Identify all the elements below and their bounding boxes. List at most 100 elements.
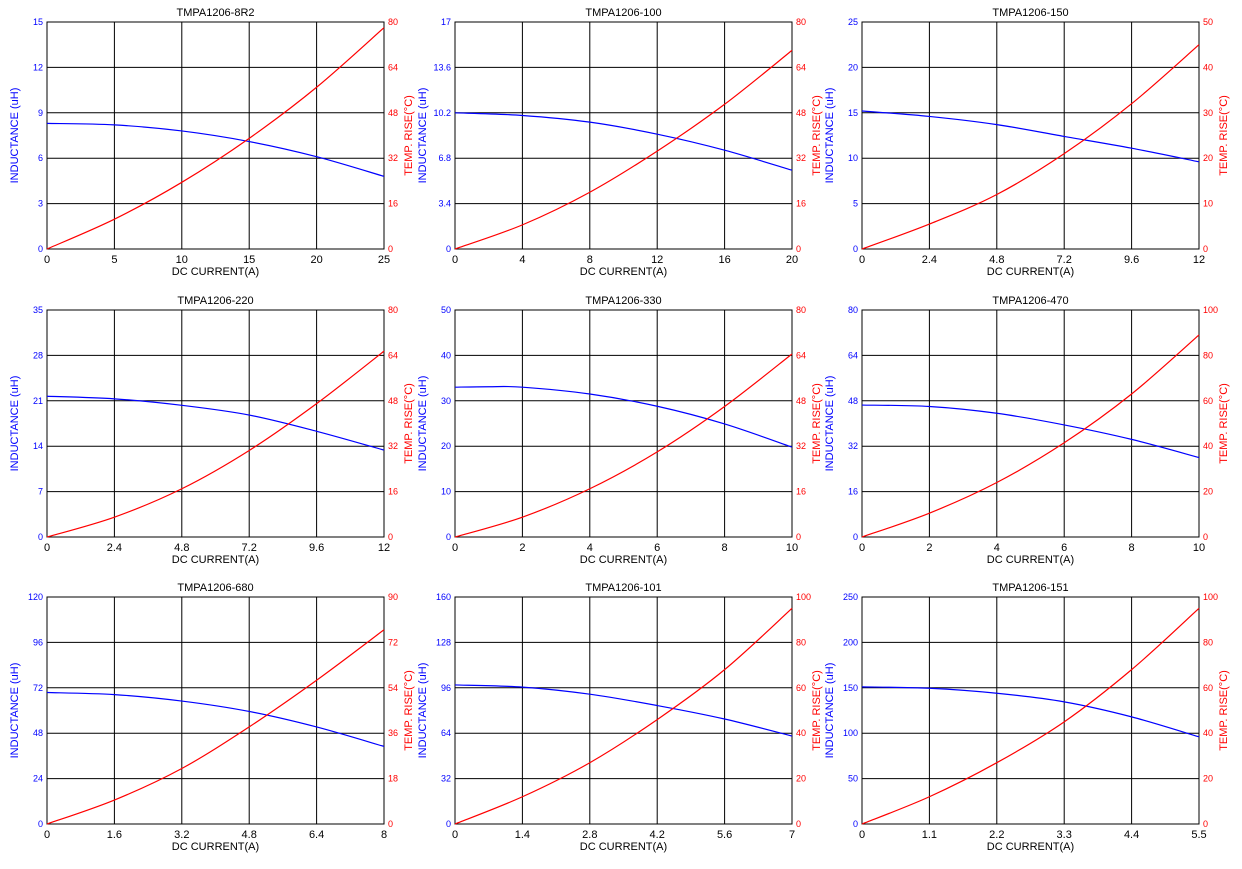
x-tick-label: 6	[654, 542, 660, 554]
y2-tick-label: 40	[1203, 62, 1213, 72]
x-tick-label: 8	[381, 829, 387, 841]
y2-tick-label: 80	[796, 637, 806, 647]
x-tick-label: 4.2	[650, 829, 665, 841]
y2-tick-label: 20	[1203, 487, 1213, 497]
y-tick-label: 20	[848, 62, 858, 72]
y-axis-label: INDUCTANCE (uH)	[417, 376, 429, 472]
y2-tick-label: 80	[1203, 637, 1213, 647]
y2-tick-label: 0	[388, 532, 393, 542]
y2-tick-label: 32	[388, 153, 398, 163]
x-tick-label: 9.6	[309, 542, 324, 554]
chart-panel: TMPA1206-470 0 2 4 6 8 10 DC CURRENT(A) 0 16 32 48 6…	[824, 295, 1230, 566]
x-tick-label: 0	[44, 254, 50, 266]
y2-tick-label: 0	[1203, 819, 1208, 829]
y2-tick-label: 0	[388, 819, 393, 829]
y2-tick-label: 90	[388, 592, 398, 602]
chart-panel: TMPA1206-8R2 0 5 10 15 20 25 DC CURRENT(A) 0 3 6 9 1…	[9, 7, 415, 278]
y-tick-label: 32	[441, 774, 451, 784]
y-tick-label: 64	[848, 350, 858, 360]
y2-tick-label: 48	[796, 108, 806, 118]
x-tick-label: 1.1	[922, 829, 937, 841]
y2-axis-label: TEMP. RISE(°C)	[403, 670, 415, 751]
x-tick-label: 25	[378, 254, 390, 266]
y-tick-label: 48	[33, 728, 43, 738]
x-tick-label: 2	[519, 542, 525, 554]
y2-tick-label: 80	[1203, 350, 1213, 360]
x-tick-label: 12	[378, 542, 390, 554]
chart-title: TMPA1206-151	[992, 582, 1068, 594]
chart-title: TMPA1206-470	[992, 295, 1068, 307]
y2-tick-label: 48	[388, 108, 398, 118]
chart-title: TMPA1206-680	[177, 582, 253, 594]
y-tick-label: 200	[843, 637, 858, 647]
chart-panel: TMPA1206-680 0 1.6 3.2 4.8 6.4 8 DC CURRENT(A) 0…	[9, 582, 415, 853]
chart-title: TMPA1206-101	[585, 582, 661, 594]
y-tick-label: 24	[33, 774, 43, 784]
x-tick-label: 16	[718, 254, 730, 266]
y2-tick-label: 80	[388, 17, 398, 27]
y2-axis-label: TEMP. RISE(°C)	[811, 670, 823, 751]
y-tick-label: 0	[446, 532, 451, 542]
temp-rise-line	[861, 44, 1200, 250]
y-tick-label: 10	[441, 487, 451, 497]
plot-frame	[454, 21, 793, 250]
y2-tick-label: 16	[388, 487, 398, 497]
temp-rise-line	[454, 353, 793, 538]
x-tick-label: 0	[452, 254, 458, 266]
x-tick-label: 0	[859, 829, 865, 841]
y2-tick-label: 30	[1203, 108, 1213, 118]
y-tick-label: 6.8	[438, 153, 451, 163]
y2-axis-label: TEMP. RISE(°C)	[811, 95, 823, 176]
x-tick-label: 5.6	[717, 829, 732, 841]
y-axis-label: INDUCTANCE (uH)	[417, 663, 429, 759]
y2-tick-label: 0	[1203, 244, 1208, 254]
chart-title: TMPA1206-220	[177, 295, 253, 307]
x-tick-label: 3.2	[174, 829, 189, 841]
y-tick-label: 12	[33, 62, 43, 72]
x-tick-label: 4.8	[242, 829, 257, 841]
x-tick-label: 8	[1129, 542, 1135, 554]
y-tick-label: 0	[38, 244, 43, 254]
y-tick-label: 6	[38, 153, 43, 163]
y2-tick-label: 80	[796, 305, 806, 315]
y-tick-label: 28	[33, 350, 43, 360]
y-axis-label: INDUCTANCE (uH)	[9, 663, 21, 759]
y-tick-label: 40	[441, 350, 451, 360]
x-tick-label: 9.6	[1124, 254, 1139, 266]
y-tick-label: 14	[33, 441, 43, 451]
x-tick-label: 5.5	[1191, 829, 1206, 841]
y-axis-label: INDUCTANCE (uH)	[824, 88, 836, 184]
y2-tick-label: 60	[1203, 683, 1213, 693]
y-tick-label: 3.4	[438, 199, 451, 209]
y2-tick-label: 16	[796, 199, 806, 209]
y2-tick-label: 72	[388, 637, 398, 647]
x-tick-label: 10	[176, 254, 188, 266]
y-tick-label: 160	[436, 592, 451, 602]
y2-tick-label: 0	[1203, 532, 1208, 542]
y-tick-label: 10	[848, 153, 858, 163]
inductance-line	[861, 404, 1200, 459]
x-tick-label: 2	[926, 542, 932, 554]
temp-rise-line	[861, 334, 1200, 538]
y2-tick-label: 40	[796, 728, 806, 738]
y2-axis-label: TEMP. RISE(°C)	[1218, 383, 1230, 464]
x-tick-label: 10	[1193, 542, 1205, 554]
y-tick-label: 10.2	[433, 108, 451, 118]
inductance-line	[454, 385, 793, 448]
y2-tick-label: 32	[796, 153, 806, 163]
y2-axis-label: TEMP. RISE(°C)	[403, 95, 415, 176]
inductance-line	[46, 395, 385, 451]
y2-tick-label: 20	[1203, 153, 1213, 163]
y-tick-label: 5	[853, 199, 858, 209]
inductance-line	[861, 110, 1200, 163]
y2-tick-label: 100	[796, 592, 811, 602]
y2-tick-label: 16	[796, 487, 806, 497]
plot-frame	[46, 309, 385, 538]
y2-tick-label: 0	[796, 819, 801, 829]
temp-rise-line	[46, 350, 385, 538]
plot-frame	[46, 596, 385, 825]
y2-tick-label: 64	[796, 350, 806, 360]
